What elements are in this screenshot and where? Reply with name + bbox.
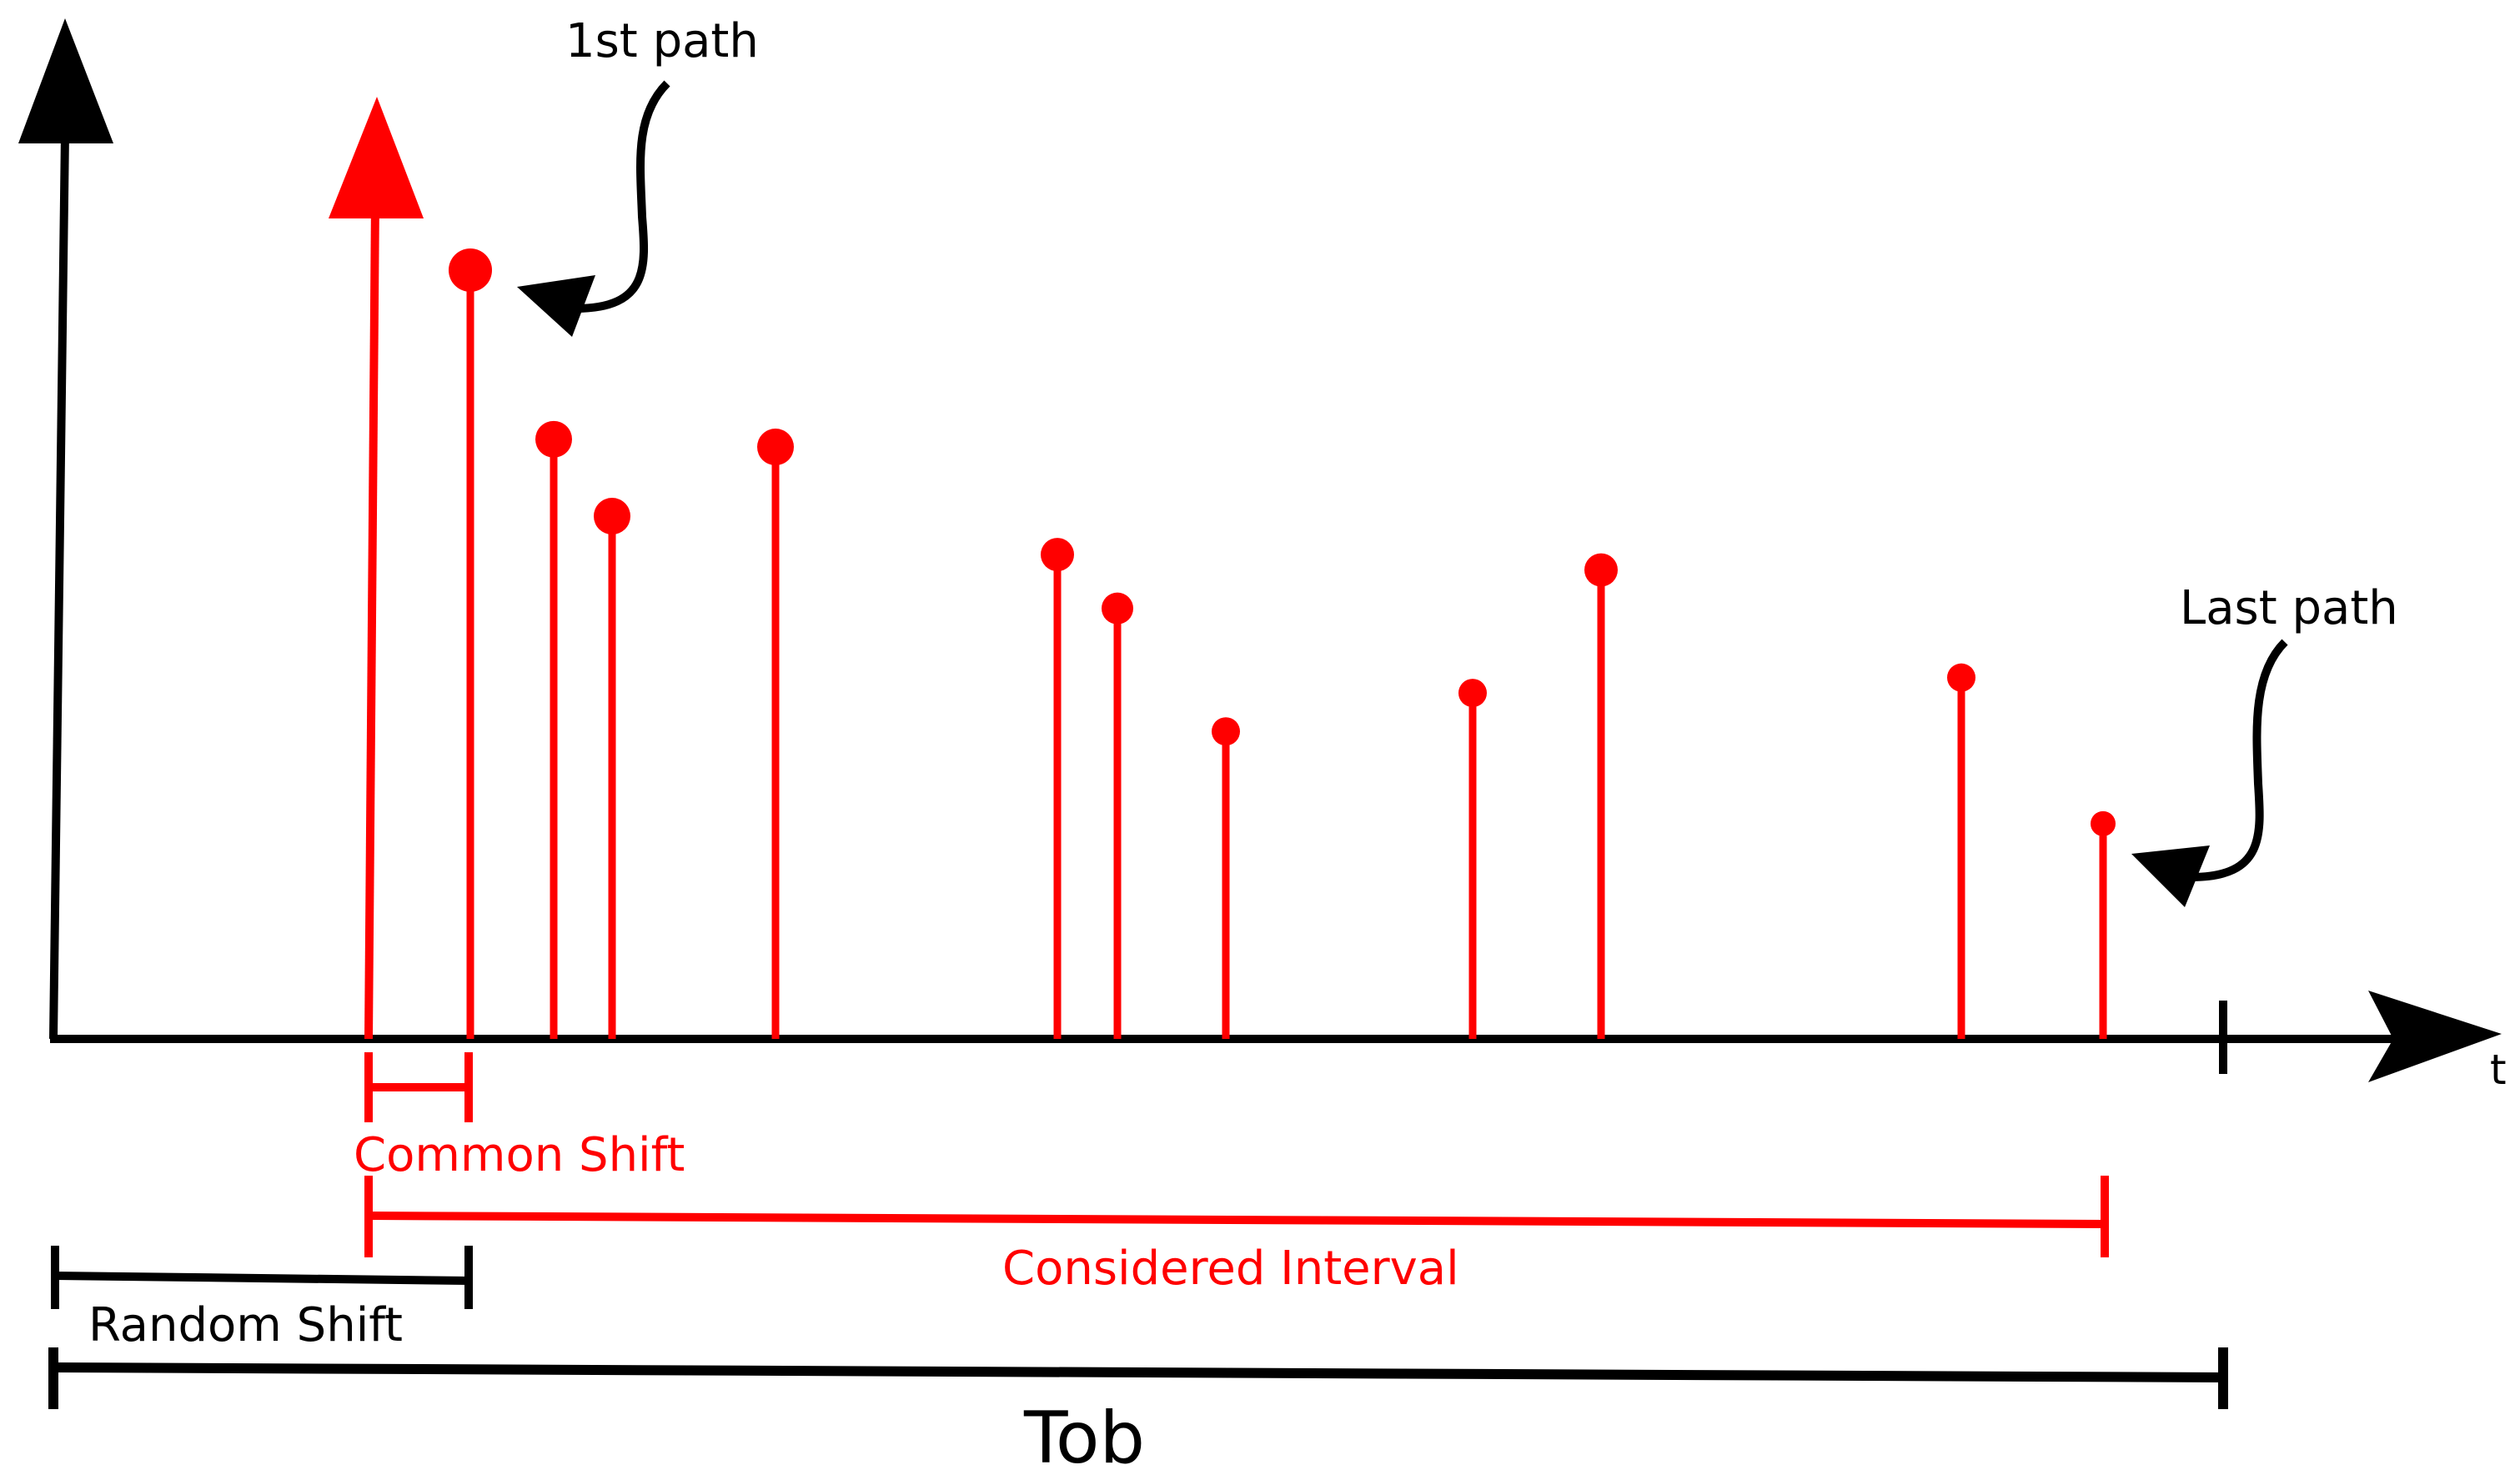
y-axis [18,18,113,1040]
x-axis [50,991,2502,1082]
common-shift-bracket [364,1052,473,1122]
path-4-marker [757,429,794,466]
x-axis-arrowhead-icon [2368,991,2502,1082]
considered-interval-label: Considered Interval [1002,1242,1459,1296]
path-2-marker [535,420,572,458]
common-shift-label: Common Shift [354,1128,685,1182]
path-6-marker [1102,592,1133,625]
path-11-marker [2091,810,2116,836]
last-path-label: Last path [2180,581,2398,635]
random-shift-bracket [51,1246,473,1309]
path-3-marker [594,498,630,535]
random-shift-label: Random Shift [88,1298,403,1352]
path-10-marker [1947,663,1975,692]
path-1-marker [449,248,492,292]
first-path-arrowhead-icon [517,275,595,337]
tob-bracket [48,1347,2228,1409]
path-8-marker [1458,679,1487,708]
path-9-marker [1584,553,1618,587]
first-path-label: 1st path [565,14,759,68]
reference-arrow [329,97,424,1040]
y-axis-arrowhead-icon [18,18,113,143]
considered-interval-bracket [364,1176,2109,1257]
last-path-arrowhead-icon [2131,845,2210,907]
first-path-pointer-curve [559,80,670,313]
multipath-stems [449,248,2116,1039]
reference-arrowhead-icon [329,97,424,218]
path-5-marker [1041,538,1074,572]
path-7-marker [1212,717,1240,746]
t-axis-label: t [2490,1046,2507,1094]
tob-label: Tob [1023,1397,1145,1480]
last-path-pointer-curve [2176,639,2288,881]
